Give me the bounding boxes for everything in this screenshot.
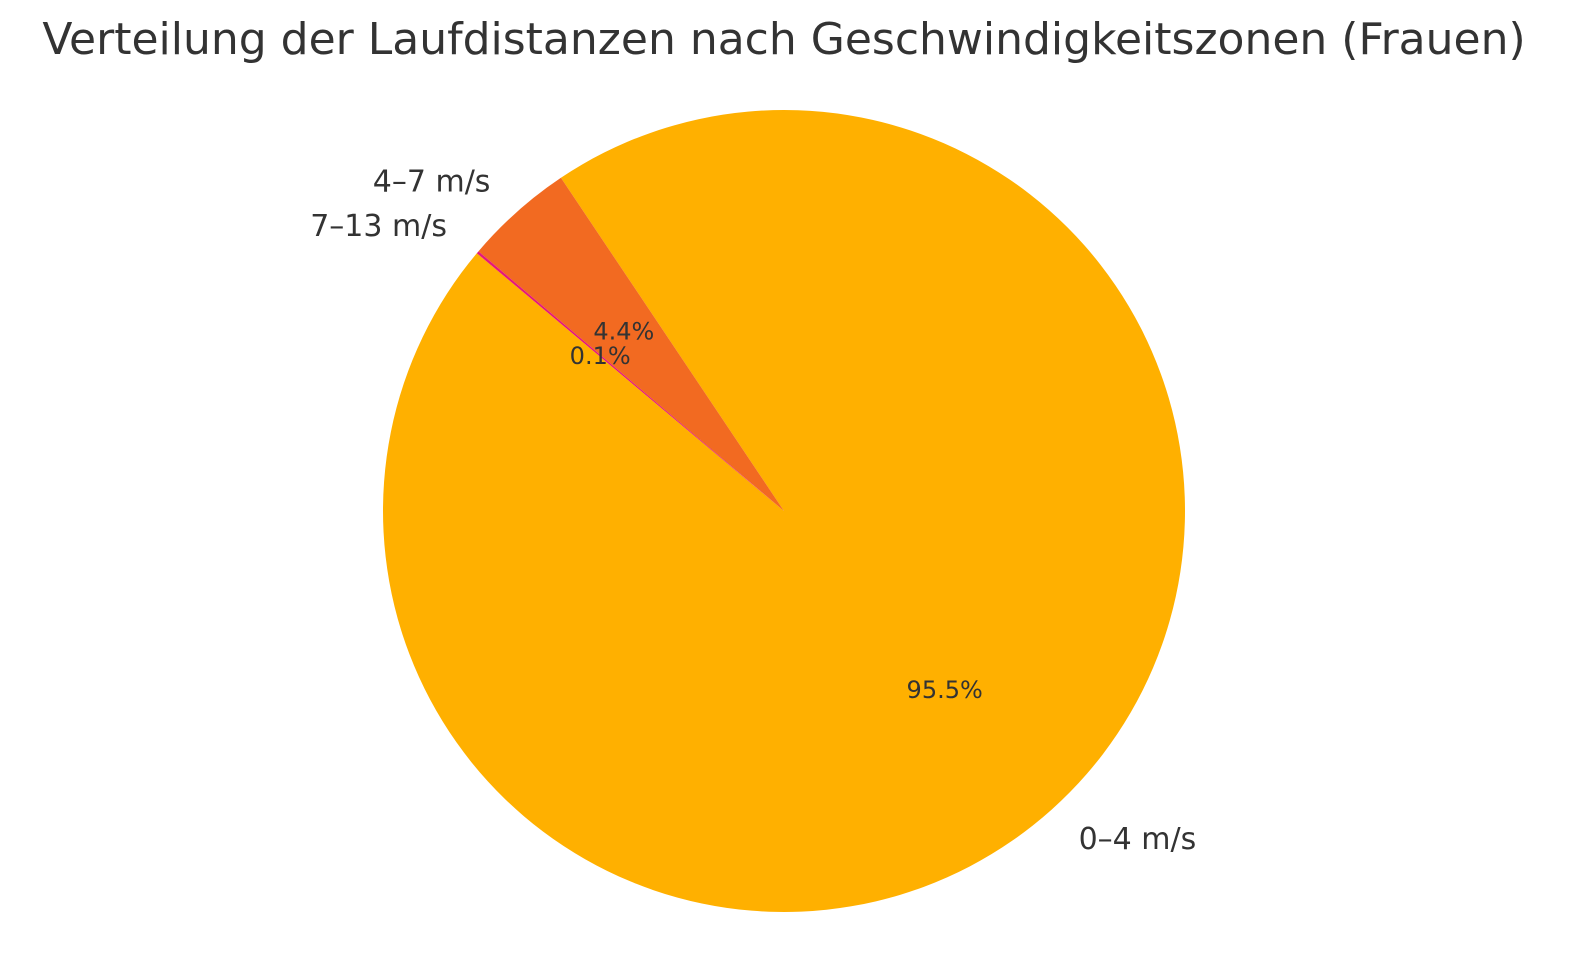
- pie-slice-3: [476, 251, 784, 511]
- slice-percent-2: 4.4%: [593, 317, 654, 345]
- chart-title: Verteilung der Laufdistanzen nach Geschw…: [42, 14, 1526, 65]
- slice-label-1: 0–4 m/s: [1079, 822, 1197, 857]
- slice-percent-1: 95.5%: [907, 676, 983, 704]
- slice-label-3: 7–13 m/s: [310, 209, 447, 244]
- slice-label-2: 4–7 m/s: [373, 164, 491, 199]
- slice-percent-3: 0.1%: [570, 342, 631, 370]
- pie-slice-2: [478, 177, 784, 512]
- pie-slices: [383, 109, 1185, 912]
- pie-labels: 0–4 m/s 95.5% 4–7 m/s 4.4% 7–13 m/s 0.1%: [310, 164, 1196, 857]
